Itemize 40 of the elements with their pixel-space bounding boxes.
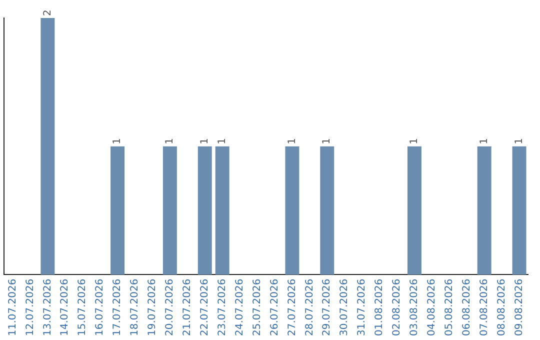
x-tick-label: 11.07.2026 (7, 278, 18, 336)
x-tick-label: 14.07.2026 (60, 278, 71, 336)
x-tick-label: 31.07.2026 (356, 278, 368, 336)
x-tick-label: 27.07.2026 (286, 278, 298, 336)
data-label: 2 (42, 10, 54, 16)
data-label: 1 (164, 138, 176, 144)
data-label: 1 (478, 138, 490, 144)
x-tick-label: 06.08.2026 (461, 278, 472, 336)
x-tick-label: 28.07.2026 (304, 278, 316, 336)
x-tick-label: 22.07.2026 (199, 278, 210, 336)
data-label: 1 (112, 138, 124, 144)
x-tick-label: 16.07.2026 (94, 278, 106, 336)
data-label: 1 (199, 138, 210, 144)
data-label: 1 (514, 138, 525, 144)
x-tick-label: 18.07.2026 (130, 278, 141, 336)
x-tick-label: 04.08.2026 (426, 278, 438, 336)
x-tick-label: 24.07.2026 (234, 278, 246, 336)
x-tick-label: 09.08.2026 (514, 278, 525, 336)
x-tick-label: 20.07.2026 (164, 278, 176, 336)
x-tick-label: 26.07.2026 (269, 278, 280, 336)
x-tick-label: 30.07.2026 (339, 278, 350, 336)
x-tick-label: 03.08.2026 (409, 278, 420, 336)
x-tick-label: 08.08.2026 (496, 278, 508, 336)
x-tick-label: 15.07.2026 (77, 278, 88, 336)
data-label: 1 (409, 138, 420, 144)
x-tick-label: 02.08.2026 (392, 278, 403, 336)
x-tick-label: 17.07.2026 (112, 278, 124, 336)
x-tick-label: 13.07.2026 (42, 278, 54, 336)
x-tick-label: 01.08.2026 (374, 278, 386, 336)
x-tick-label: 21.07.2026 (182, 278, 193, 336)
x-tick-label: 25.07.2026 (252, 278, 263, 336)
x-tick-label: 07.08.2026 (478, 278, 490, 336)
x-tick-label: 29.07.2026 (322, 278, 333, 336)
data-label: 1 (216, 138, 228, 144)
x-tick-label: 05.08.2026 (444, 278, 455, 336)
x-tick-label: 19.07.2026 (147, 278, 158, 336)
data-label: 1 (286, 138, 298, 144)
x-tick-label: 12.07.2026 (24, 278, 36, 336)
x-tick-label: 23.07.2026 (216, 278, 228, 336)
data-label: 1 (322, 138, 333, 144)
